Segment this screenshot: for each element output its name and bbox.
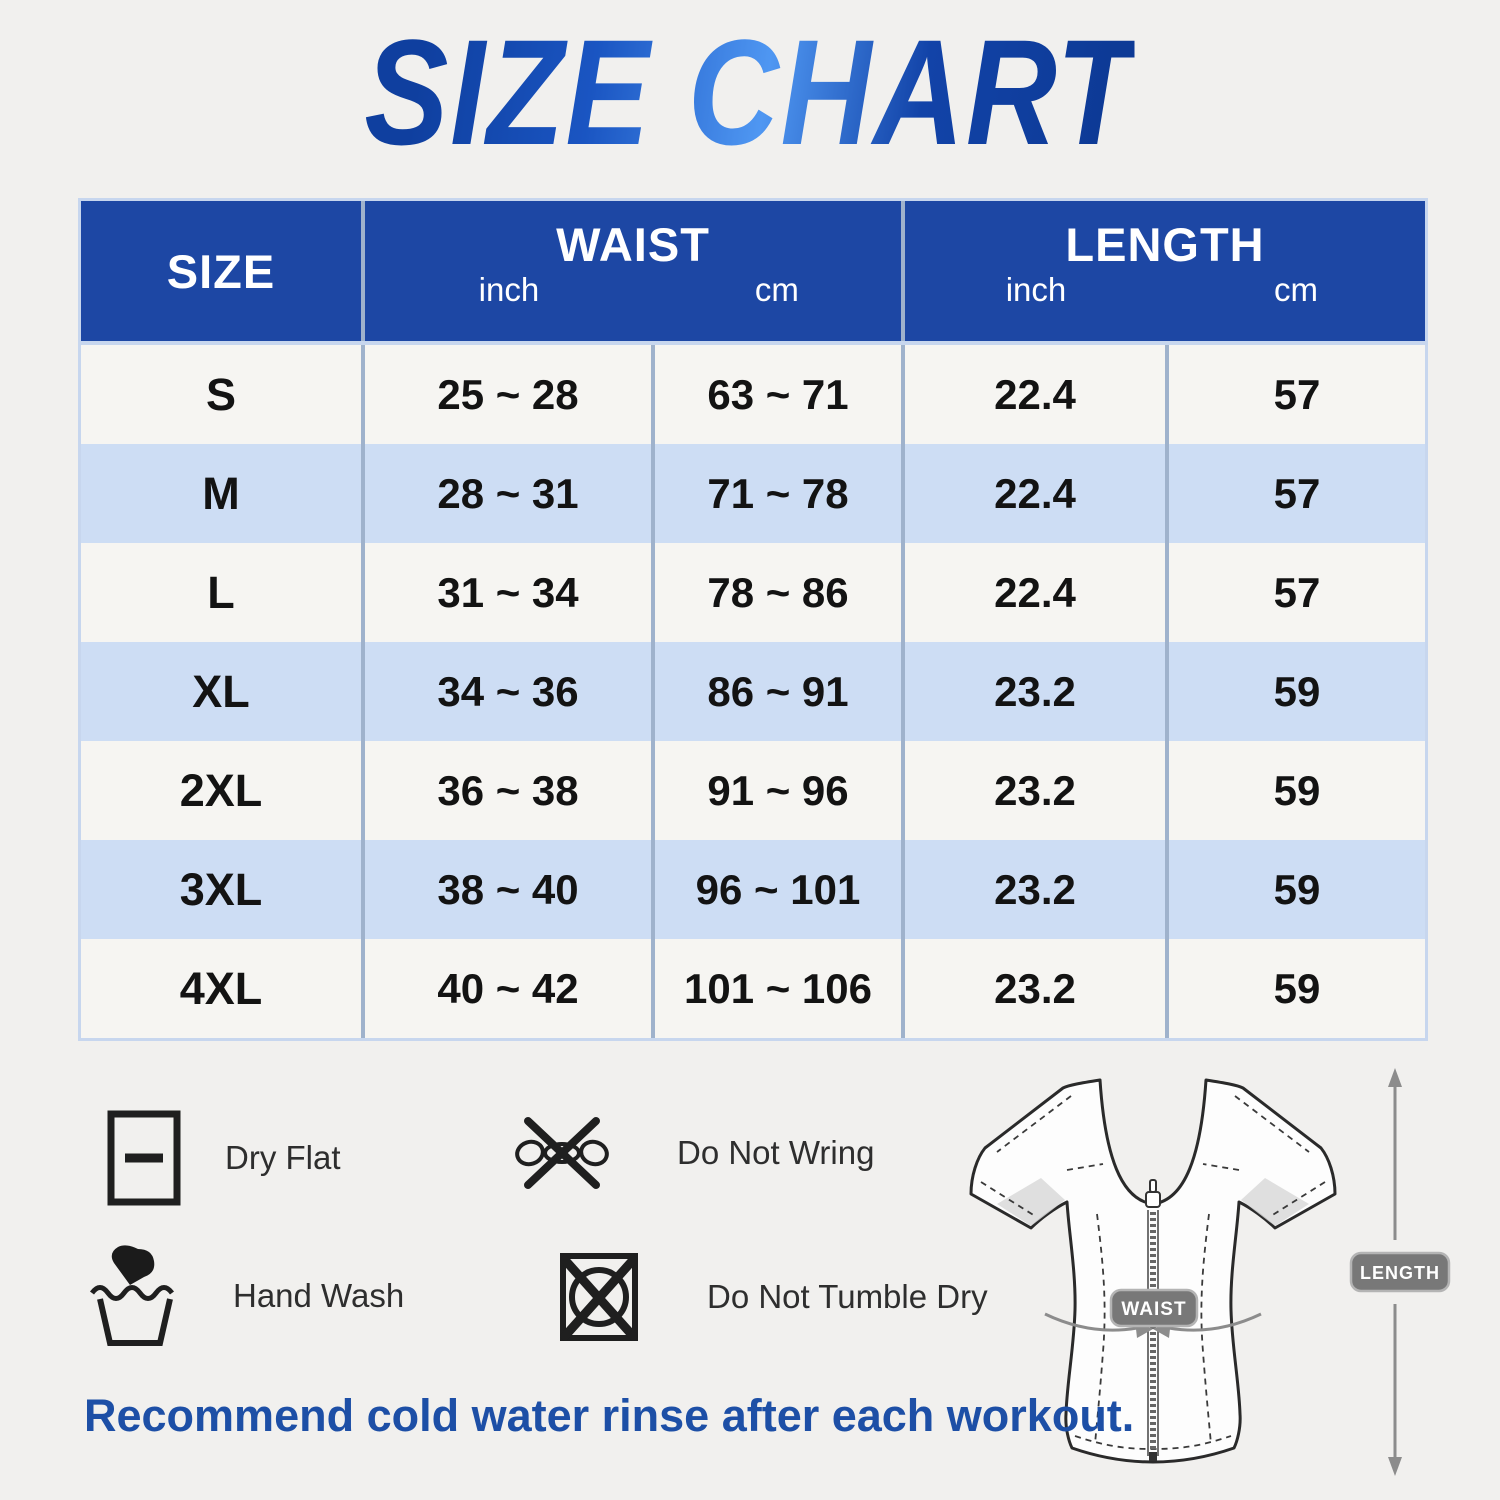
cell-length-cm: 59 [1165,642,1425,741]
size-table: SIZE WAIST inch cm LENGTH inch cm S 25 ~… [78,198,1428,1041]
header-waist-cm: cm [754,271,799,308]
cell-length-cm: 57 [1165,345,1425,444]
cell-waist-inch: 38 ~ 40 [361,840,651,939]
cell-waist-cm: 96 ~ 101 [651,840,901,939]
cell-waist-cm: 63 ~ 71 [651,345,901,444]
length-badge: LENGTH [1349,1251,1451,1293]
cell-length-inch: 23.2 [901,939,1165,1038]
garment-side-panel-right [1241,1178,1309,1226]
cell-size: S [205,368,236,420]
cell-waist-cm: 86 ~ 91 [651,642,901,741]
cell-size: 2XL [179,764,263,816]
waist-badge: WAIST [1109,1288,1199,1328]
zipper [1145,1179,1161,1461]
cell-length-inch: 22.4 [901,444,1165,543]
header-length-units: inch cm [905,271,1425,309]
cell-waist-cm: 101 ~ 106 [651,939,901,1038]
table-row-m: M 28 ~ 31 71 ~ 78 22.4 57 [81,444,1425,543]
dry-flat-icon [107,1110,181,1206]
care-note: Recommend cold water rinse after each wo… [84,1390,1135,1441]
cell-size: L [207,566,235,618]
header-length: LENGTH [1065,218,1265,271]
cell-length-cm: 59 [1165,939,1425,1038]
cell-length-inch: 23.2 [901,840,1165,939]
care-label: Hand Wash [233,1276,405,1314]
cell-waist-cm: 91 ~ 96 [651,741,901,840]
waist-badge-label: WAIST [1121,1299,1186,1320]
header-length-inch: inch [1005,271,1067,308]
cell-length-inch: 23.2 [901,741,1165,840]
page-title: SIZE CHART [0,16,1500,169]
length-arrowhead-top [1388,1068,1402,1087]
cell-waist-inch: 36 ~ 38 [361,741,651,840]
cell-length-inch: 22.4 [901,543,1165,642]
cell-size: 4XL [179,962,263,1014]
cell-waist-inch: 34 ~ 36 [361,642,651,741]
table-row-s: S 25 ~ 28 63 ~ 71 22.4 57 [81,345,1425,444]
size-table-header: SIZE WAIST inch cm LENGTH inch cm [81,201,1425,345]
care-label: Do Not Tumble Dry [707,1278,988,1315]
cell-size: 3XL [179,863,263,915]
table-row-4xl: 4XL 40 ~ 42 101 ~ 106 23.2 59 [81,939,1425,1038]
length-arrowhead-bottom [1388,1457,1402,1476]
table-row-xl: XL 34 ~ 36 86 ~ 91 23.2 59 [81,642,1425,741]
do-not-wring-icon [515,1117,609,1189]
waist-arrows [1044,1312,1262,1332]
cell-waist-inch: 40 ~ 42 [361,939,651,1038]
cell-length-inch: 23.2 [901,642,1165,741]
table-row-2xl: 2XL 36 ~ 38 91 ~ 96 23.2 59 [81,741,1425,840]
cell-size: XL [192,665,250,717]
table-row-l: L 31 ~ 34 78 ~ 86 22.4 57 [81,543,1425,642]
hand-wash-icon [89,1245,175,1346]
table-row-3xl: 3XL 38 ~ 40 96 ~ 101 23.2 59 [81,840,1425,939]
header-waist: WAIST [556,218,710,271]
cell-waist-cm: 71 ~ 78 [651,444,901,543]
garment-side-panel-left [997,1178,1065,1226]
cell-length-inch: 22.4 [901,345,1165,444]
cell-length-cm: 57 [1165,543,1425,642]
cell-waist-inch: 31 ~ 34 [361,543,651,642]
cell-length-cm: 59 [1165,840,1425,939]
garment-outline [969,1078,1337,1464]
care-item-do-not-wring: Do Not Wring [512,1111,874,1195]
page-title-text: SIZE CHART [364,8,1136,176]
cell-waist-inch: 25 ~ 28 [361,345,651,444]
header-waist-inch: inch [478,271,540,308]
header-waist-units: inch cm [365,271,901,309]
header-waist-group: WAIST inch cm [361,201,901,341]
garment-diagram: WAIST LENGTH [969,1068,1451,1476]
cell-length-cm: 59 [1165,741,1425,840]
header-length-cm: cm [1273,271,1318,308]
care-label: Do Not Wring [677,1134,875,1171]
header-length-group: LENGTH inch cm [901,201,1425,341]
cell-waist-cm: 78 ~ 86 [651,543,901,642]
do-not-tumble-dry-icon [560,1253,638,1341]
cell-waist-inch: 28 ~ 31 [361,444,651,543]
header-size: SIZE [166,244,276,298]
care-label: Dry Flat [225,1139,341,1176]
cell-length-cm: 57 [1165,444,1425,543]
care-item-do-not-tumble-dry: Do Not Tumble Dry [553,1246,988,1348]
length-badge-label: LENGTH [1360,1263,1440,1283]
care-item-dry-flat: Dry Flat [103,1108,341,1208]
cell-size: M [202,467,240,519]
care-item-hand-wash: Hand Wash [88,1243,404,1348]
